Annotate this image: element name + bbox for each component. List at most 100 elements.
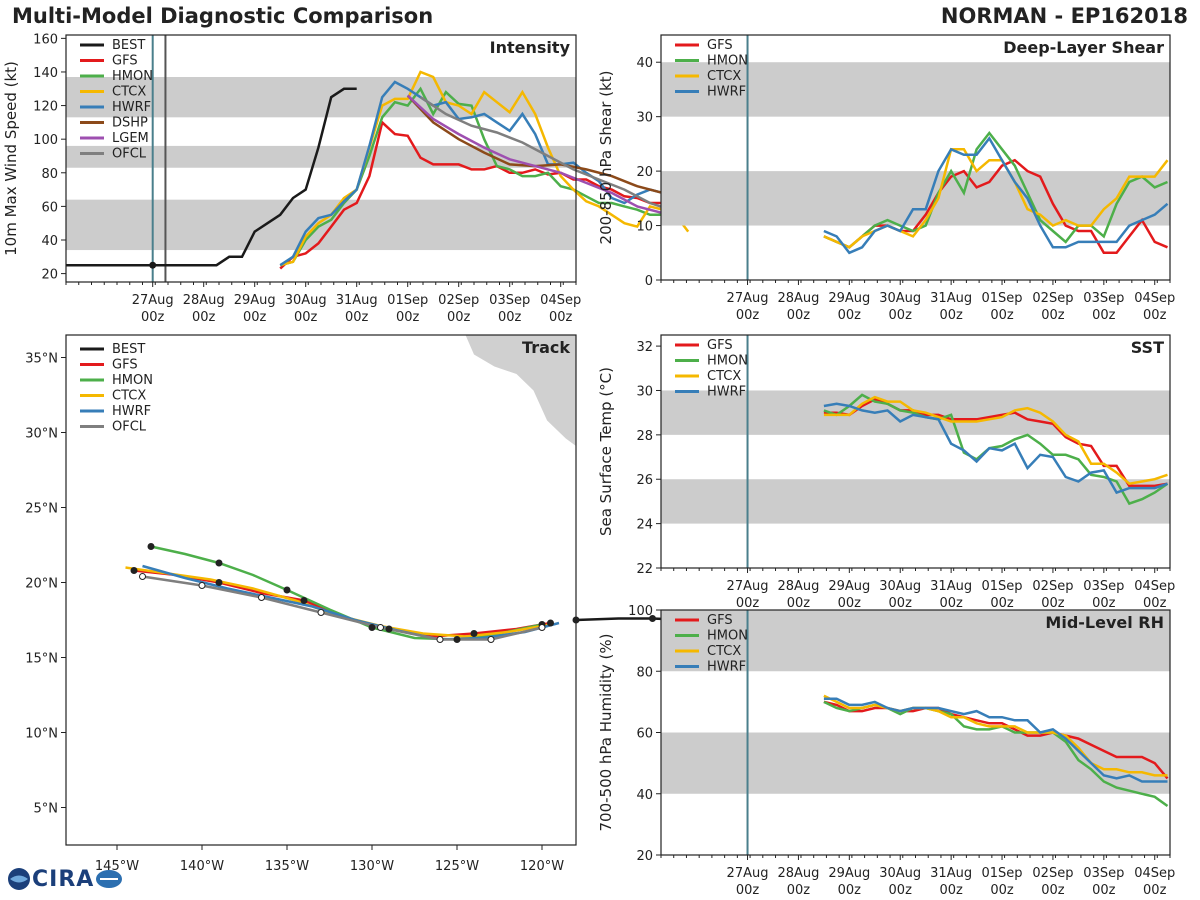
y-axis-label: 200-850 hPa Shear (kt) [597, 71, 615, 245]
x-tick-label: 00z [141, 310, 165, 325]
land-mass [465, 335, 576, 446]
y-tick-label: 40 [636, 788, 653, 803]
series-hwrf [823, 697, 1168, 783]
series-hwrf [279, 80, 689, 267]
legend-label: BEST [112, 342, 145, 357]
lat-tick-label: 15°N [25, 652, 58, 667]
track-hmon [150, 545, 543, 641]
x-tick-label: 00z [1092, 596, 1116, 611]
lat-tick-label: 10°N [25, 727, 58, 742]
series-dshp [406, 94, 689, 205]
lon-tick-label: 135°W [265, 859, 309, 874]
x-tick-label: 00z [939, 308, 963, 323]
x-tick-label: 04Sep [1134, 579, 1175, 594]
intensity-title: Intensity [490, 38, 571, 57]
x-tick-label: 00z [838, 883, 862, 898]
page-title: Multi-Model Diagnostic Comparison [12, 4, 434, 28]
x-tick-label: 04Sep [1134, 291, 1175, 306]
y-tick-label: 10 [636, 220, 653, 235]
forecast-position-marker [198, 582, 206, 589]
x-tick-label: 31Aug [930, 579, 972, 594]
x-tick-label: 00z [838, 596, 862, 611]
x-tick-label: 00z [1092, 308, 1116, 323]
shaded-band [661, 610, 1170, 672]
x-tick-label: 30Aug [879, 866, 921, 881]
x-tick-label: 00z [243, 310, 267, 325]
series-gfs [823, 158, 1168, 255]
y-tick-label: 60 [41, 200, 58, 215]
shaded-band [661, 171, 1170, 226]
forecast-position-marker [436, 636, 444, 643]
x-tick-label: 00z [939, 883, 963, 898]
y-axis-label: Sea Surface Temp (°C) [597, 367, 615, 536]
lat-tick-label: 30°N [25, 427, 58, 442]
series-gfs [823, 700, 1169, 780]
x-tick-label: 00z [345, 310, 369, 325]
plot-frame [65, 334, 577, 846]
y-tick-label: 100 [628, 604, 653, 619]
series-gfs [279, 120, 689, 270]
track-ofcl [142, 575, 543, 641]
x-tick-label: 00z [889, 308, 913, 323]
track-position-marker [547, 619, 554, 627]
forecast-position-marker [258, 594, 265, 601]
legend-label: HMON [112, 373, 153, 388]
legend-label: CTCX [707, 369, 741, 384]
series-lgem [406, 94, 689, 222]
legend-label: CTCX [707, 69, 741, 84]
lat-tick-label: 20°N [25, 577, 58, 592]
x-tick-label: 04Sep [540, 293, 581, 308]
series-hwrf [823, 402, 1168, 495]
x-tick-label: 30Aug [285, 293, 327, 308]
x-tick-label: 03Sep [489, 293, 530, 308]
x-tick-label: 00z [192, 310, 216, 325]
x-tick-label: 00z [1143, 596, 1167, 611]
y-tick-label: 24 [636, 518, 653, 533]
legend-label: OFCL [112, 420, 147, 435]
track-position-marker [649, 615, 656, 622]
shaded-band [66, 145, 576, 168]
y-tick-label: 20 [636, 165, 653, 180]
legend-label: OFCL [112, 147, 147, 162]
x-tick-label: 28Aug [777, 579, 819, 594]
series-ctcx [823, 694, 1168, 777]
x-tick-label: 00z [549, 310, 573, 325]
sst-panel: 27Aug 00z 28Aug 00z 29Aug 00z 30Aug 00z 31Aug 00z… [597, 334, 1175, 611]
x-tick-label: 27Aug [132, 293, 174, 308]
sst-title: SST [1131, 338, 1164, 357]
lat-tick-label: 5°N [34, 802, 59, 817]
forecast-position-marker [317, 609, 325, 616]
y-axis-label: 700-500 hPa Humidity (%) [597, 633, 615, 831]
x-tick-label: 00z [1041, 308, 1065, 323]
legend-label: HWRF [707, 385, 746, 400]
y-tick-label: 120 [33, 100, 58, 115]
y-tick-label: 60 [636, 727, 653, 742]
x-tick-label: 00z [787, 308, 811, 323]
x-tick-label: 04Sep [1134, 866, 1175, 881]
rh-title: Mid-Level RH [1045, 613, 1164, 632]
lat-tick-label: 35°N [25, 352, 58, 367]
x-tick-label: 03Sep [1083, 579, 1124, 594]
legend-label: CTCX [112, 389, 146, 404]
x-tick-label: 00z [1092, 883, 1116, 898]
track-position-marker [283, 586, 291, 594]
x-tick-label: 28Aug [183, 293, 225, 308]
y-tick-label: 160 [33, 32, 58, 47]
intensity-panel: 27Aug 00z 28Aug 00z 29Aug 00z 30Aug 00z 31Aug 00z… [2, 32, 690, 325]
track-position-marker [453, 636, 461, 643]
x-tick-label: 27Aug [727, 579, 769, 594]
y-tick-label: 40 [41, 234, 58, 249]
x-tick-label: 00z [838, 308, 862, 323]
track-position-marker [470, 630, 478, 637]
lon-tick-label: 120°W [520, 859, 564, 874]
track-position-marker [147, 543, 155, 550]
legend-label: HWRF [112, 404, 151, 419]
series-ctcx [279, 70, 690, 267]
track-position-marker [215, 559, 223, 567]
legend-label: HMON [112, 69, 153, 84]
legend-label: GFS [707, 338, 733, 353]
x-tick-label: 01Sep [982, 866, 1023, 881]
logo-text: CIRA [32, 866, 95, 892]
y-tick-label: 20 [636, 849, 653, 864]
